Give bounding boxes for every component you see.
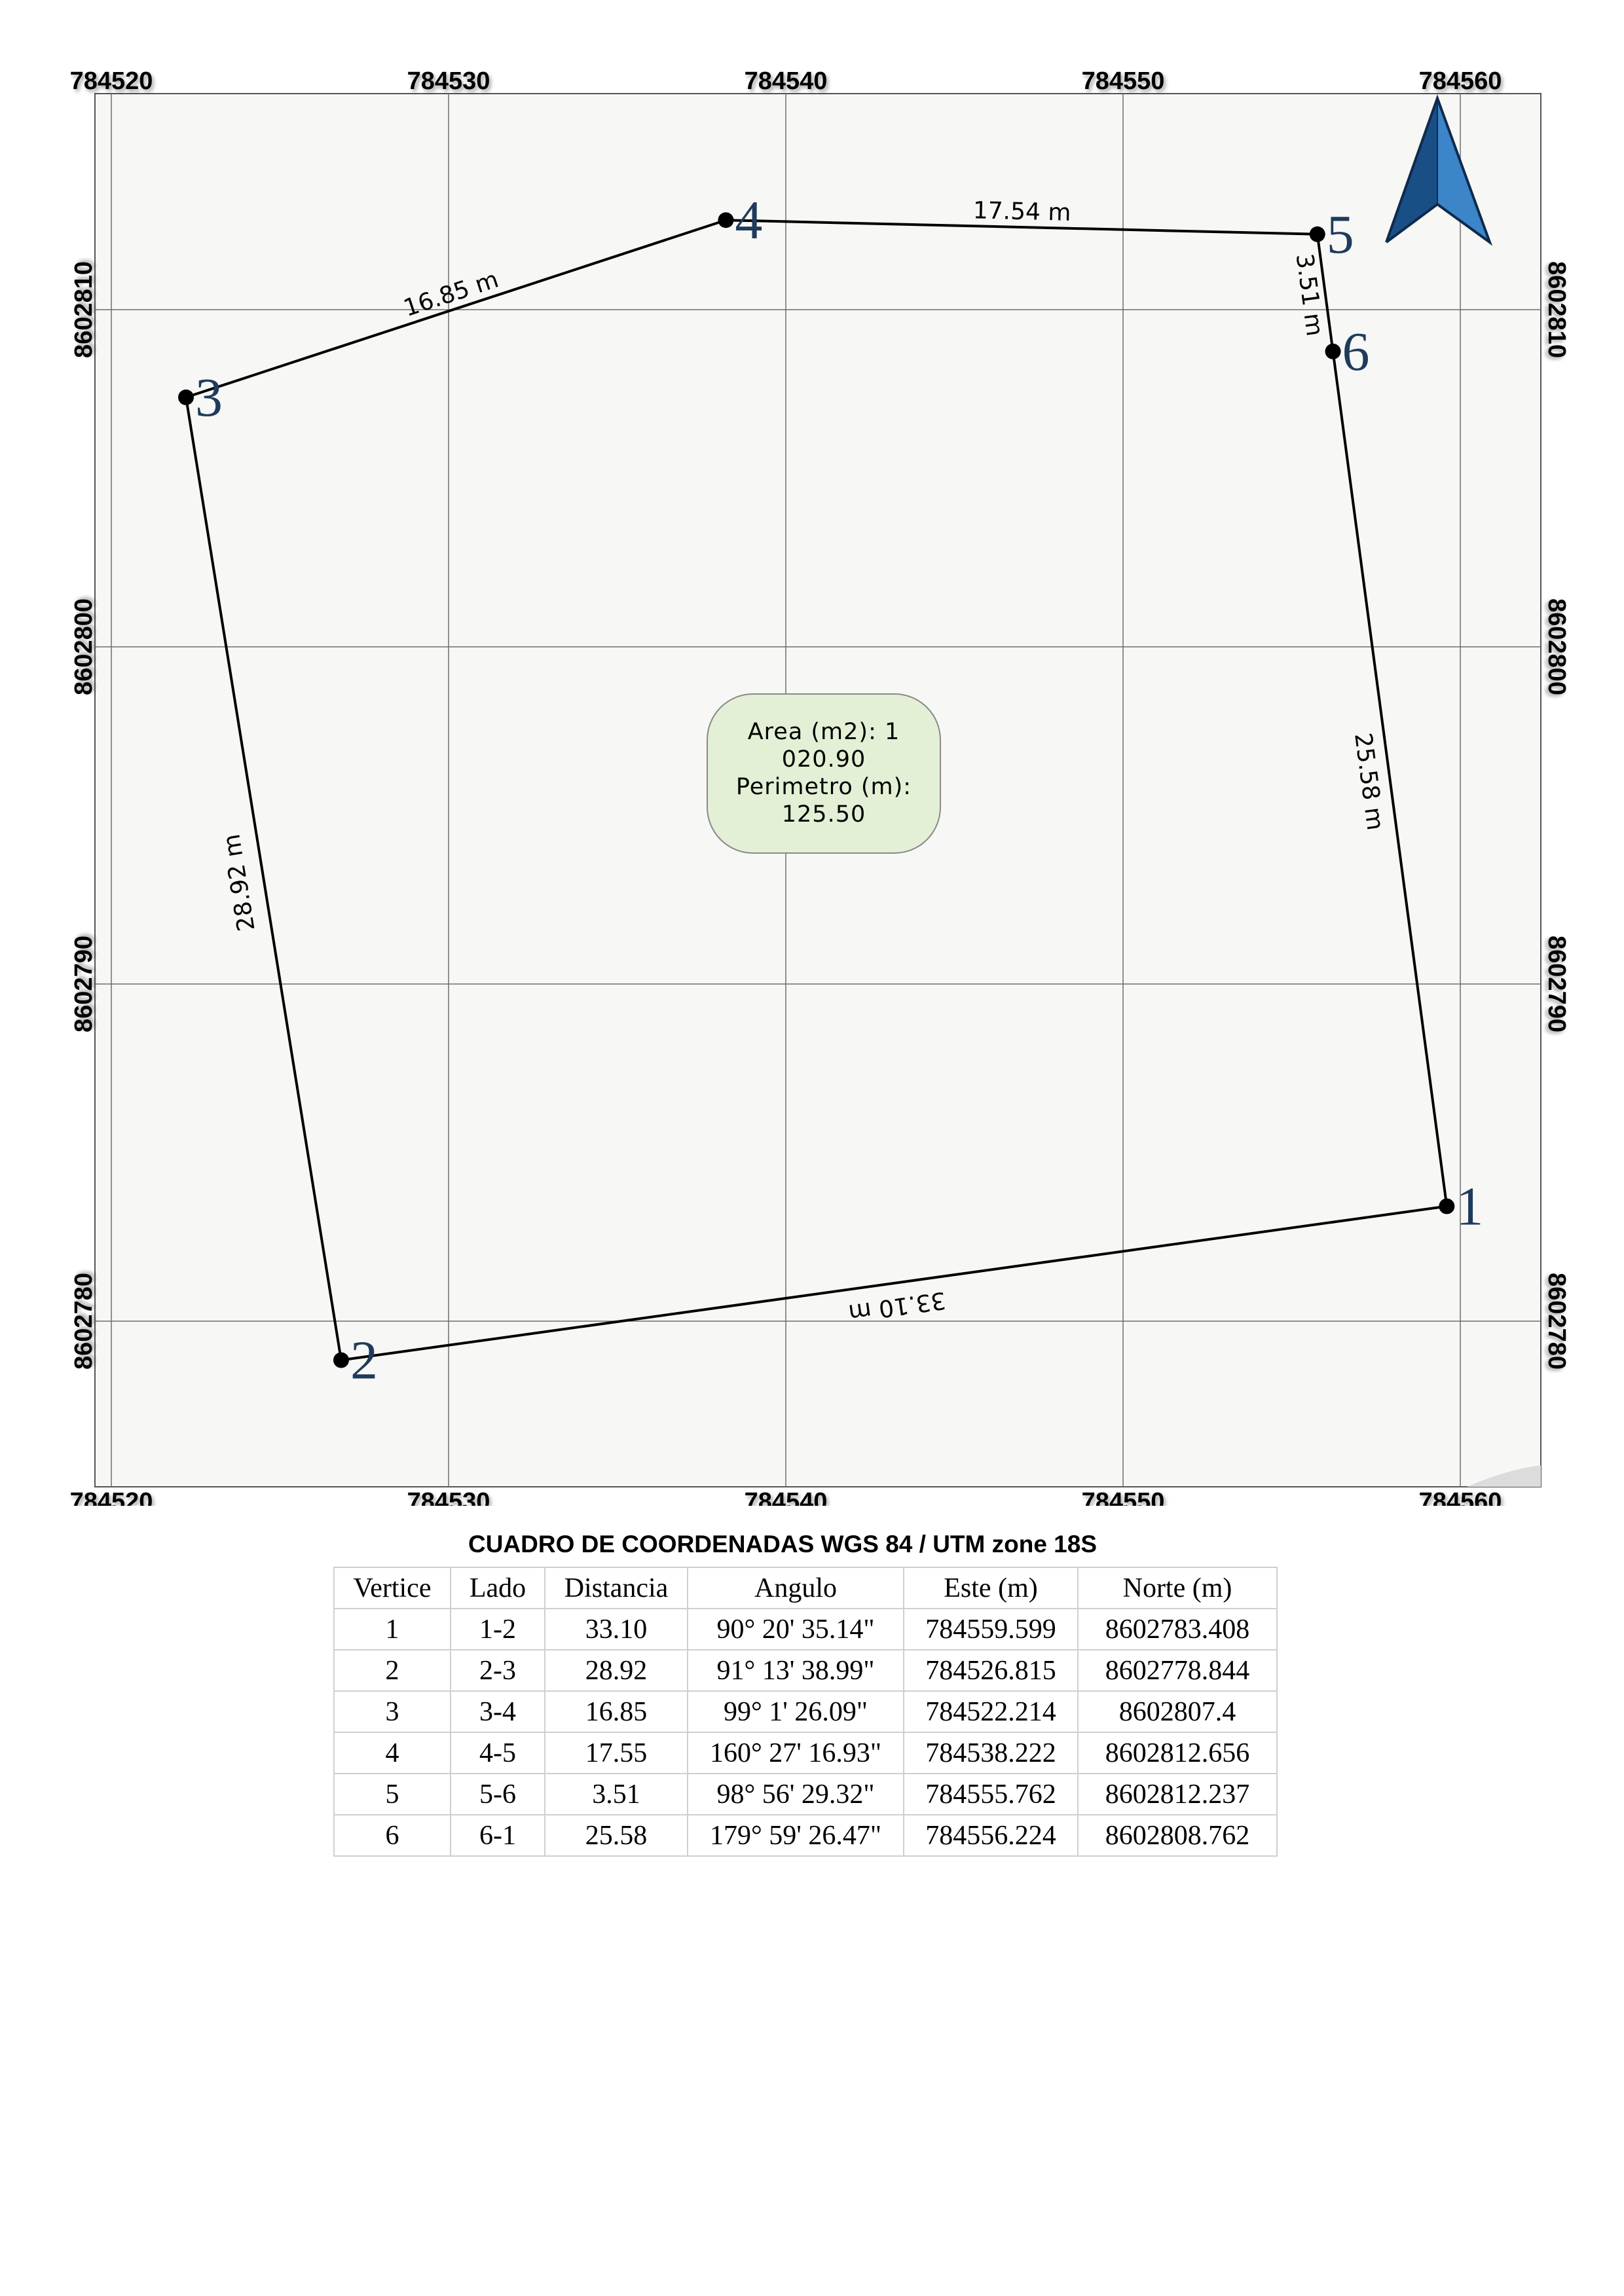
vertex-label: 6 xyxy=(1342,321,1370,382)
side-length-label: 17.54 m xyxy=(972,197,1071,227)
cell-angulo: 91° 13' 38.99" xyxy=(687,1649,904,1692)
x-tick-label: 784540 xyxy=(745,1488,828,1506)
cell-distancia: 17.55 xyxy=(544,1732,688,1774)
y-tick-label: 8602780 xyxy=(70,1273,98,1370)
cell-vertice: 2 xyxy=(333,1649,451,1692)
cell-este: 784538.222 xyxy=(903,1732,1079,1774)
y-tick-label: 8602780 xyxy=(1543,1273,1570,1370)
cell-norte: 8602812.237 xyxy=(1077,1773,1278,1815)
y-tick-label: 8602800 xyxy=(70,598,98,695)
x-tick-label: 784550 xyxy=(1082,1488,1165,1506)
cell-lado: 1-2 xyxy=(450,1608,545,1650)
parcel-side xyxy=(185,397,342,1360)
cell-norte: 8602807.4 xyxy=(1077,1690,1278,1733)
cell-angulo: 160° 27' 16.93" xyxy=(687,1732,904,1774)
north-arrow-icon xyxy=(1385,94,1493,246)
table-title: CUADRO DE COORDENADAS WGS 84 / UTM zone … xyxy=(468,1531,1098,1558)
table-row: 5 5-6 3.51 98° 56' 29.32" 784555.762 860… xyxy=(333,1773,1278,1815)
cell-norte: 8602778.844 xyxy=(1077,1649,1278,1692)
cell-norte: 8602783.408 xyxy=(1077,1608,1278,1650)
y-tick-label: 8602790 xyxy=(1543,936,1570,1032)
header-angulo: Angulo xyxy=(687,1567,904,1609)
y-tick-label: 8602810 xyxy=(70,261,98,358)
x-tick-label: 784530 xyxy=(407,67,490,95)
cell-angulo: 179° 59' 26.47" xyxy=(687,1814,904,1857)
parcel-side xyxy=(1316,234,1335,352)
header-distancia: Distancia xyxy=(544,1567,688,1609)
cell-este: 784526.815 xyxy=(903,1649,1079,1692)
cell-distancia: 16.85 xyxy=(544,1690,688,1733)
header-norte: Norte (m) xyxy=(1077,1567,1278,1609)
y-tick-label: 8602790 xyxy=(70,936,98,1032)
cell-norte: 8602812.656 xyxy=(1077,1732,1278,1774)
vertex-marker xyxy=(1325,343,1341,359)
cell-este: 784556.224 xyxy=(903,1814,1079,1857)
x-tick-label: 784560 xyxy=(1419,67,1502,95)
vertex-label: 3 xyxy=(195,367,223,428)
cell-vertice: 1 xyxy=(333,1608,451,1650)
vertex-marker xyxy=(333,1352,349,1368)
header-vertice: Vertice xyxy=(333,1567,451,1609)
cell-lado: 5-6 xyxy=(450,1773,545,1815)
vertex-label: 1 xyxy=(1456,1176,1483,1237)
cell-lado: 4-5 xyxy=(450,1732,545,1774)
vertex-marker xyxy=(1309,226,1325,242)
cell-distancia: 3.51 xyxy=(544,1773,688,1815)
perimeter-line-2: 125.50 xyxy=(782,801,866,828)
perimeter-line-1: Perimetro (m): xyxy=(736,774,912,800)
cell-lado: 2-3 xyxy=(450,1649,545,1692)
cell-vertice: 6 xyxy=(333,1814,451,1857)
cell-vertice: 3 xyxy=(333,1690,451,1733)
cell-angulo: 90° 20' 35.14" xyxy=(687,1608,904,1650)
vertex-marker xyxy=(178,389,194,405)
x-tick-label: 784520 xyxy=(70,1488,153,1506)
cell-norte: 8602808.762 xyxy=(1077,1814,1278,1857)
cell-este: 784555.762 xyxy=(903,1773,1079,1815)
area-line-1: Area (m2): 1 xyxy=(748,719,900,745)
cell-vertice: 4 xyxy=(333,1732,451,1774)
cell-lado: 3-4 xyxy=(450,1690,545,1733)
y-tick-label: 8602800 xyxy=(1543,598,1570,695)
cell-distancia: 25.58 xyxy=(544,1814,688,1857)
vertex-label: 4 xyxy=(735,190,762,251)
parcel-side xyxy=(341,1205,1447,1362)
parcel-map: 784520 784520 784530 784530 784540 784540 7845… xyxy=(70,67,1570,1506)
cell-este: 784522.214 xyxy=(903,1690,1079,1733)
area-box: Area (m2): 1 020.90 Perimetro (m): 125.5… xyxy=(707,693,941,854)
table-row: 6 6-1 25.58 179° 59' 26.47" 784556.224 8… xyxy=(333,1814,1278,1857)
vertex-label: 2 xyxy=(350,1330,378,1391)
cell-angulo: 99° 1' 26.09" xyxy=(687,1690,904,1733)
cell-distancia: 28.92 xyxy=(544,1649,688,1692)
x-tick-label: 784530 xyxy=(407,1488,490,1506)
x-tick-label: 784520 xyxy=(70,67,153,95)
parcel-side xyxy=(1331,351,1449,1207)
table-row: 4 4-5 17.55 160° 27' 16.93" 784538.222 8… xyxy=(333,1732,1278,1774)
y-tick-label: 8602810 xyxy=(1543,261,1570,358)
coordinates-table: Vertice Lado Distancia Angulo Este (m) N… xyxy=(333,1567,1278,1857)
table-row: 1 1-2 33.10 90° 20' 35.14" 784559.599 86… xyxy=(333,1608,1278,1650)
x-tick-label: 784550 xyxy=(1082,67,1165,95)
area-line-2: 020.90 xyxy=(782,746,866,773)
parcel-polygon xyxy=(185,219,1449,1362)
vertex-marker xyxy=(1439,1198,1455,1214)
table-header-row: Vertice Lado Distancia Angulo Este (m) N… xyxy=(333,1567,1278,1609)
x-tick-label: 784560 xyxy=(1419,1488,1502,1506)
table-row: 2 2-3 28.92 91° 13' 38.99" 784526.815 86… xyxy=(333,1649,1278,1692)
cell-vertice: 5 xyxy=(333,1773,451,1815)
page-curl xyxy=(1467,1465,1541,1487)
cell-angulo: 98° 56' 29.32" xyxy=(687,1773,904,1815)
header-este: Este (m) xyxy=(903,1567,1079,1609)
parcel-side xyxy=(185,219,727,399)
parcel-side xyxy=(726,219,1318,236)
cell-este: 784559.599 xyxy=(903,1608,1079,1650)
vertices: 1 2 3 4 5 6 xyxy=(178,190,1483,1391)
coordinate-labels: 784520 784520 784530 784530 784540 784540 7845… xyxy=(70,67,1570,1506)
cell-distancia: 33.10 xyxy=(544,1608,688,1650)
header-lado: Lado xyxy=(450,1567,545,1609)
table-row: 3 3-4 16.85 99° 1' 26.09" 784522.214 860… xyxy=(333,1690,1278,1733)
vertex-marker xyxy=(718,212,734,228)
x-tick-label: 784540 xyxy=(745,67,828,95)
cell-lado: 6-1 xyxy=(450,1814,545,1857)
vertex-label: 5 xyxy=(1327,204,1354,265)
